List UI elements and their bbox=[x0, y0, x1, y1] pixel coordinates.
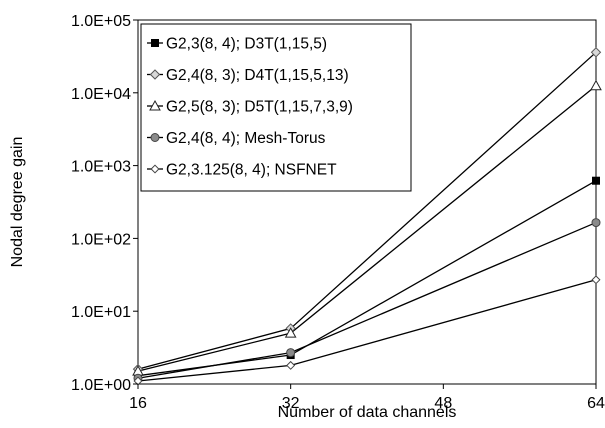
y-tick-label: 1.0E+03 bbox=[71, 159, 131, 176]
y-tick-label: 1.0E+04 bbox=[71, 86, 131, 103]
y-tick-label: 1.0E+05 bbox=[71, 13, 131, 30]
legend-marker bbox=[151, 134, 159, 142]
data-point-series-1 bbox=[593, 177, 600, 184]
legend-marker bbox=[152, 40, 159, 47]
y-axis-ticks: 1.0E+00 1.0E+01 1.0E+02 1.0E+03 1.0E+04 1.0E+… bbox=[71, 13, 138, 394]
y-tick-label: 1.0E+01 bbox=[71, 304, 131, 321]
y-axis-title: Nodal degree gain bbox=[9, 137, 26, 268]
y-tick-label: 1.0E+02 bbox=[71, 231, 131, 248]
data-point-series-4 bbox=[287, 349, 295, 357]
legend: G2,3(8, 4); D3T(1,15,5) G2,4(8, 3); D4T(1… bbox=[141, 24, 411, 191]
legend-label: G2,3(8, 4); D3T(1,15,5) bbox=[166, 36, 327, 53]
x-axis-title: Number of data channels bbox=[278, 404, 457, 421]
data-point-series-4 bbox=[592, 219, 600, 227]
x-tick-label: 64 bbox=[587, 395, 605, 412]
legend-label: G2,4(8, 3); D4T(1,15,5,13) bbox=[166, 67, 349, 84]
legend-label: G2,5(8, 3); D5T(1,15,7,3,9) bbox=[166, 99, 353, 116]
y-tick-label: 1.0E+00 bbox=[71, 377, 131, 394]
legend-label: G2,3.125(8, 4); NSFNET bbox=[166, 162, 337, 179]
legend-label: G2,4(8, 4); Mesh-Torus bbox=[166, 130, 326, 147]
x-tick-label: 16 bbox=[129, 395, 147, 412]
